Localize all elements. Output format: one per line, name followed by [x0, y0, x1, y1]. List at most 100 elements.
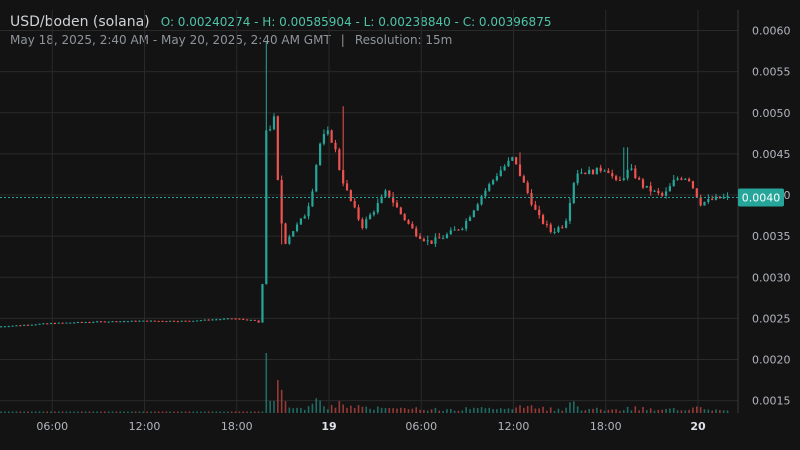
candle	[161, 320, 164, 322]
candle	[11, 325, 14, 327]
candle	[130, 320, 133, 322]
time-range: May 18, 2025, 2:40 AM - May 20, 2025, 2:…	[10, 33, 331, 47]
volume-bar	[192, 411, 195, 413]
candle	[703, 201, 706, 206]
candle	[361, 219, 364, 229]
candle	[30, 324, 33, 326]
candle	[484, 190, 487, 197]
candle	[207, 319, 210, 321]
volume-bar	[480, 407, 483, 413]
volume-bar	[565, 407, 567, 413]
x-tick-label: 12:00	[129, 420, 161, 433]
candle	[380, 196, 383, 204]
volume-bar	[146, 411, 148, 413]
candle	[468, 217, 472, 221]
candle	[238, 318, 241, 320]
candle	[38, 323, 41, 325]
candle	[234, 318, 237, 320]
volume-bar	[196, 411, 198, 413]
volume-bar	[138, 411, 141, 413]
candle	[726, 195, 729, 197]
volume-bar	[61, 411, 64, 413]
candle	[219, 319, 222, 321]
candle	[399, 207, 402, 215]
volume-bar	[19, 411, 22, 413]
candle	[591, 169, 595, 175]
candle	[249, 319, 253, 321]
candle	[465, 220, 468, 229]
candle	[580, 172, 583, 174]
candle	[26, 324, 30, 326]
candle	[653, 190, 656, 192]
volume-bar	[84, 411, 87, 413]
ohlc-readout: O: 0.00240274 - H: 0.00585904 - L: 0.002…	[160, 15, 552, 29]
candle	[23, 324, 26, 326]
candle	[718, 196, 721, 199]
candle	[595, 167, 598, 175]
candle	[649, 185, 652, 192]
volume-bar	[503, 409, 506, 413]
candle	[126, 321, 130, 323]
candle	[634, 168, 637, 179]
volume-bar	[326, 409, 329, 413]
volume-bar	[400, 407, 402, 413]
volume-bar	[157, 411, 160, 413]
candle	[722, 196, 725, 199]
volume-bar	[7, 411, 10, 413]
volume-bar	[219, 411, 221, 413]
candle	[572, 183, 575, 204]
candle	[76, 322, 80, 324]
volume-bar	[592, 408, 594, 413]
candle	[96, 321, 99, 323]
volume-bar	[561, 410, 564, 413]
resolution-label: Resolution: 15m	[354, 33, 453, 47]
candle	[0, 326, 3, 328]
candle	[472, 210, 475, 218]
volume-bar	[484, 408, 487, 413]
candle	[503, 166, 506, 171]
volume-bar	[150, 411, 152, 413]
volume-bar	[265, 353, 268, 413]
candle	[357, 207, 360, 220]
volume-bar	[499, 408, 502, 413]
candle	[534, 204, 537, 210]
volume-bar	[173, 411, 175, 413]
candle	[584, 172, 587, 175]
candle	[19, 325, 22, 327]
candle	[34, 324, 37, 326]
candle	[553, 231, 556, 233]
volume-bar	[634, 406, 637, 413]
candle	[430, 240, 433, 244]
volume-bar	[319, 400, 321, 413]
volume-bar	[253, 411, 256, 413]
volume-bar	[596, 407, 598, 413]
volume-bar	[396, 408, 398, 413]
volume-bar	[661, 409, 664, 413]
volume-bar	[711, 410, 713, 413]
candle	[142, 320, 145, 322]
candle	[88, 322, 91, 324]
volume-bar	[154, 411, 156, 413]
volume-bar	[707, 409, 710, 413]
candle	[149, 320, 153, 322]
volume-bar	[657, 409, 660, 413]
volume-bar	[57, 411, 60, 413]
candle	[418, 236, 422, 239]
candle	[92, 321, 95, 323]
volume-bar	[215, 411, 218, 413]
volume-bar	[461, 410, 464, 413]
candle	[407, 220, 410, 224]
volume-bar	[130, 411, 133, 413]
candle	[315, 165, 318, 192]
candle	[630, 168, 633, 170]
volume-bar	[77, 411, 79, 413]
candle	[265, 130, 268, 285]
volume-bar	[465, 407, 467, 413]
volume-bar	[684, 410, 687, 413]
candle	[80, 322, 83, 324]
volume-bar	[572, 401, 575, 413]
candle	[599, 167, 602, 172]
candle	[614, 176, 618, 180]
volume-bar	[161, 411, 164, 413]
